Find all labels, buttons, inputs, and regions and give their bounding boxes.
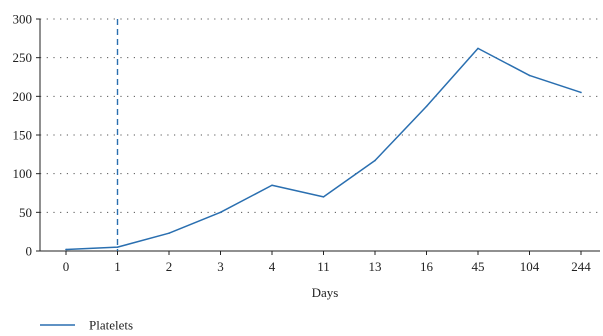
data-point (271, 184, 273, 187)
x-tick-label: 244 (571, 259, 591, 274)
x-tick-label: 13 (369, 259, 382, 274)
x-tick-label: 2 (166, 259, 173, 274)
x-tick-label: 104 (520, 259, 540, 274)
y-tick-label: 100 (13, 166, 33, 181)
y-tick-label: 50 (19, 205, 32, 220)
data-point (219, 211, 222, 214)
x-axis-label: Days (312, 285, 339, 300)
y-tick-label: 300 (13, 12, 33, 27)
data-point (322, 196, 325, 198)
series-line (65, 47, 582, 251)
x-tick-label: 11 (317, 259, 330, 274)
legend-label: Platelets (89, 318, 133, 333)
x-tick-label: 4 (269, 259, 276, 274)
x-tick-label: 1 (114, 259, 121, 274)
data-point (425, 105, 428, 108)
x-tick-label: 45 (472, 259, 485, 274)
y-tick-label: 150 (13, 128, 33, 143)
data-point (65, 248, 67, 251)
y-tick-label: 0 (26, 244, 33, 259)
y-tick-label: 200 (13, 89, 33, 104)
data-point (374, 159, 376, 162)
data-point (580, 91, 582, 94)
x-tick-label: 3 (217, 259, 224, 274)
data-point (168, 232, 170, 235)
x-tick-label: 0 (63, 259, 70, 274)
data-point (528, 74, 531, 77)
data-point (116, 246, 119, 248)
x-tick-label: 16 (420, 259, 434, 274)
data-point (477, 47, 479, 50)
y-tick-label: 250 (13, 50, 33, 65)
